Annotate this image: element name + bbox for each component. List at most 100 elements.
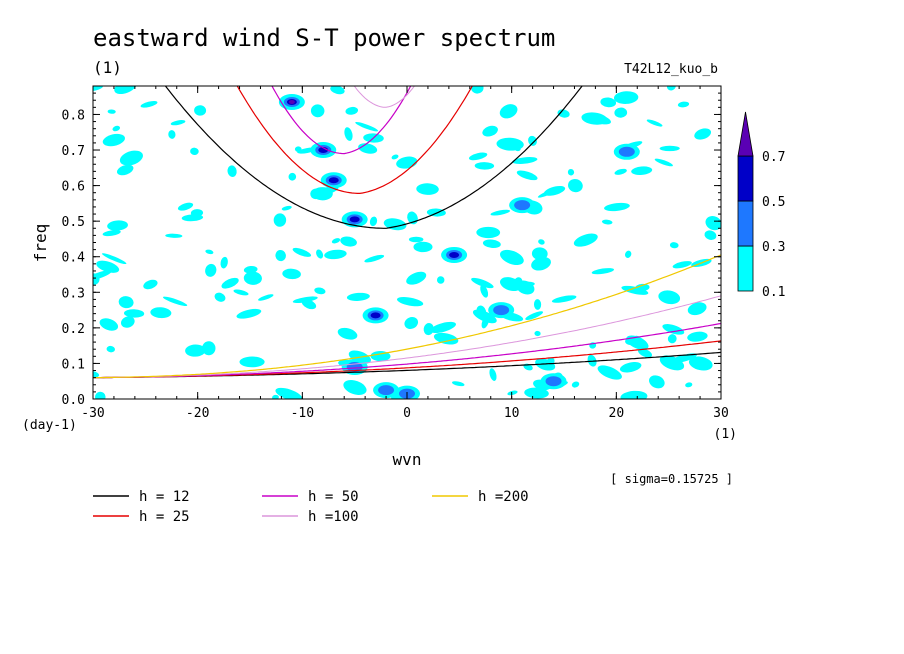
contour-patch — [288, 172, 297, 181]
contour-patch — [330, 86, 345, 95]
legend-label: h = 50 — [308, 489, 359, 505]
contour-patch — [112, 125, 120, 132]
y-axis-unit: (day-1) — [22, 418, 77, 433]
contour-patch — [613, 91, 639, 104]
contour-patch — [600, 97, 617, 108]
contour-patch — [205, 249, 214, 255]
contour-patch — [143, 279, 158, 290]
contour-patch — [619, 362, 642, 373]
contour-patch — [214, 292, 226, 302]
contour-patch — [625, 250, 632, 258]
contour-patch — [95, 391, 106, 399]
contour-patch — [202, 341, 216, 356]
contour-patch — [107, 109, 116, 114]
contour-patch — [614, 168, 627, 175]
contour-patch — [413, 241, 433, 253]
dispersion-curve-h100-eig — [353, 86, 416, 108]
contour-patch — [416, 183, 439, 195]
colorbar-label: 0.5 — [762, 195, 785, 210]
contour-patch — [568, 179, 583, 193]
contour-patch — [343, 379, 367, 396]
contour-patch — [170, 120, 186, 126]
contour-patch — [537, 187, 561, 198]
contour-patch — [490, 209, 511, 216]
contour-patch — [236, 308, 262, 319]
contour-patch — [118, 296, 134, 309]
sigma-label: [ sigma=0.15725 ] — [610, 472, 733, 486]
contour-patch — [687, 331, 708, 342]
y-tick-label: 0.2 — [62, 322, 85, 337]
contour-patch — [531, 256, 551, 271]
contour-patch — [423, 323, 434, 336]
contour-patch — [489, 368, 497, 381]
contour-patch — [243, 265, 258, 274]
contour-patch — [106, 345, 115, 353]
spectral-peak-core — [378, 385, 395, 396]
contour-patch — [233, 289, 249, 296]
contour-patch — [239, 356, 265, 368]
dispersion-curve-h100-kelvin — [93, 295, 721, 379]
contour-patch — [406, 271, 427, 285]
contour-patch — [181, 214, 204, 222]
contour-patch — [637, 348, 653, 358]
chart-title: eastward wind S-T power spectrum — [93, 24, 555, 52]
axes-layer: -30 -20 -10 0 10 20 30 0.0 0.1 0.2 0.3 0.4 0.5 0.6 0.7… — [62, 85, 729, 421]
contour-patch — [391, 154, 399, 160]
y-tick-label: 0.1 — [62, 357, 85, 372]
contour-patch — [687, 302, 707, 316]
contour-patch — [436, 276, 445, 284]
y-tick-label: 0.6 — [62, 180, 85, 195]
contour-patch — [96, 260, 120, 273]
contour-patch — [310, 188, 321, 200]
colorbar-label: 0.7 — [762, 150, 785, 165]
contour-patch — [669, 242, 679, 249]
contour-patch — [107, 220, 128, 231]
contour-patch — [524, 387, 549, 399]
contour-patch — [99, 318, 119, 331]
contour-patch — [345, 106, 359, 115]
x-tick-label: 0 — [403, 406, 411, 421]
contour-patch — [551, 295, 577, 303]
chart-subtitle: (1) — [93, 58, 122, 77]
contour-patch — [512, 157, 538, 164]
contour-patch — [451, 381, 465, 387]
contour-patch — [631, 166, 653, 175]
contour-patch — [685, 382, 693, 388]
contour-patch — [324, 249, 347, 260]
contour-patch — [404, 317, 419, 329]
legend-label: h =200 — [478, 489, 529, 505]
contour-patch — [597, 365, 622, 380]
contour-patch — [185, 344, 206, 357]
contour-patch — [355, 121, 379, 132]
contour-patch — [533, 299, 542, 310]
spectral-peak-core — [449, 251, 460, 258]
contour-patch — [123, 309, 145, 318]
contour-patch — [468, 152, 488, 161]
contour-patch — [694, 128, 712, 140]
x-tick-label: 10 — [504, 406, 520, 421]
contour-patch — [480, 284, 489, 298]
contour-patch — [340, 236, 357, 247]
x-tick-label: 20 — [609, 406, 625, 421]
contour-patch — [369, 216, 378, 227]
spectral-peak-core — [370, 312, 381, 319]
contour-patch — [433, 332, 459, 345]
contour-patch — [620, 390, 648, 399]
contour-patch — [101, 253, 127, 265]
contour-patch — [512, 277, 523, 290]
contour-patch — [571, 381, 580, 388]
run-label: T42L12_kuo_b — [624, 62, 718, 77]
contour-patch — [557, 109, 570, 118]
contour-patch — [516, 170, 538, 181]
contour-patch — [614, 107, 628, 118]
contour-patch — [659, 145, 680, 152]
contour-patch — [670, 353, 697, 364]
contour-patch — [476, 226, 501, 239]
contour-patch — [165, 233, 183, 238]
spectral-peak-core — [328, 177, 339, 184]
contour-patch — [474, 162, 495, 170]
contour-patch — [677, 101, 690, 108]
contour-patch — [514, 146, 521, 152]
spectral-peak-core — [288, 100, 295, 105]
contour-patch — [337, 327, 358, 340]
